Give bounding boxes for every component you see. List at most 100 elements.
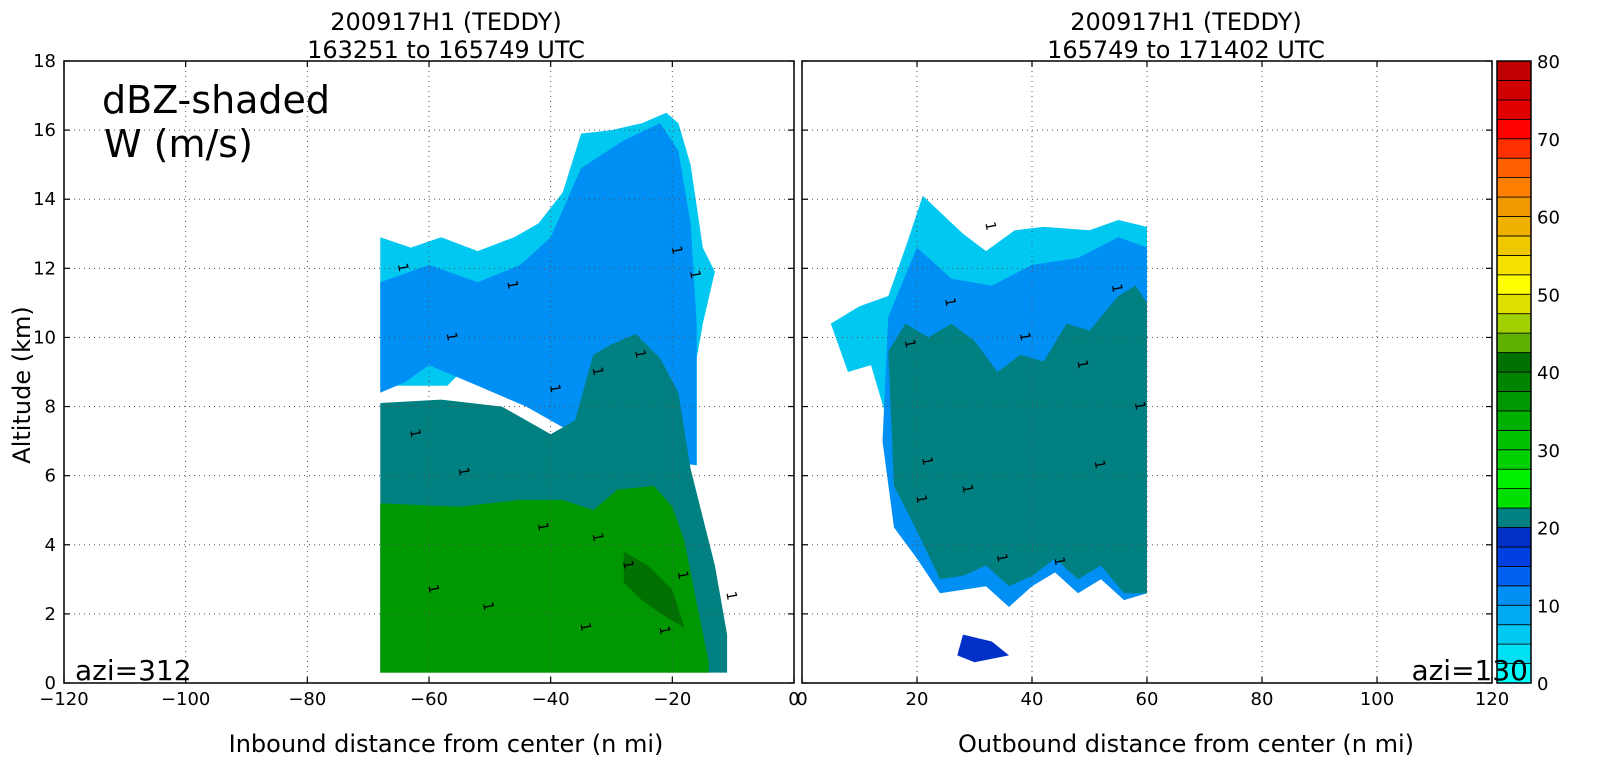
- x-tick-label: 60: [1136, 689, 1159, 710]
- right-azimuth-label: azi=130: [1411, 654, 1528, 687]
- y-tick-label: 0: [45, 673, 56, 694]
- x-tick-label: 20: [906, 689, 929, 710]
- colorbar-frame: [1496, 60, 1532, 684]
- y-tick-label: 10: [33, 327, 56, 348]
- w-contour-label: 1: [424, 583, 441, 595]
- right-panel-title-line2: 165749 to 171402 UTC: [1047, 36, 1325, 64]
- colorbar-bin: [1496, 60, 1532, 81]
- w-contour-label: 1: [406, 428, 423, 440]
- colorbar-bin: [1496, 604, 1532, 626]
- w-contour-label: 1: [631, 348, 648, 360]
- colorbar-tick-label: 0: [1537, 674, 1548, 695]
- colorbar-bin: [1496, 507, 1532, 528]
- x-tick-label: 40: [1021, 689, 1044, 710]
- y-tick-label: 6: [45, 466, 56, 487]
- w-contour-label: 1: [655, 625, 672, 637]
- x-tick-label: 80: [1251, 689, 1274, 710]
- colorbar-tick-label: 10: [1537, 596, 1560, 617]
- left-azimuth-label: azi=312: [75, 654, 192, 687]
- dbz-shaded-annotation: dBZ-shaded: [102, 78, 330, 122]
- x-tick-label: 0: [788, 689, 799, 710]
- w-contour-label: 1: [901, 338, 918, 350]
- colorbar-bin: [1496, 235, 1532, 256]
- w-contour-label: 1: [958, 483, 975, 495]
- x-tick-label: −60: [410, 689, 448, 710]
- dbz-layer-5: [623, 551, 685, 628]
- colorbar-bin: [1496, 410, 1532, 431]
- colorbar-bin: [1496, 565, 1532, 587]
- x-tick-label: 120: [1475, 689, 1509, 710]
- w-contour-label: 1: [619, 559, 636, 571]
- colorbar-tick-label: 60: [1537, 208, 1560, 229]
- y-axis-label: Altitude (km): [8, 306, 36, 463]
- w-contour-label: 1: [589, 366, 606, 378]
- left-panel-title-line2: 163251 to 165749 UTC: [307, 36, 585, 64]
- w-contour-label: 1: [455, 466, 472, 478]
- w-contour-label: 1: [686, 269, 703, 281]
- colorbar-bin: [1496, 546, 1532, 567]
- colorbar-bin: [1496, 177, 1532, 198]
- colorbar-bin: [1496, 527, 1532, 548]
- y-tick-label: 16: [33, 120, 56, 141]
- dbz-layer-4: [380, 486, 709, 673]
- colorbar-bin: [1496, 488, 1532, 509]
- w-contour-label: 1: [1050, 556, 1067, 568]
- colorbar-bin: [1496, 157, 1532, 179]
- colorbar-tick-label: 20: [1537, 519, 1560, 540]
- colorbar-bin: [1496, 99, 1532, 120]
- x-tick-label: 0: [796, 689, 807, 710]
- w-contour-label: 1: [1131, 400, 1148, 412]
- x-tick-label: −20: [653, 689, 691, 710]
- y-tick-label: 18: [33, 51, 56, 72]
- colorbar-bin: [1496, 80, 1532, 101]
- w-contour-label: 1: [918, 455, 935, 467]
- right-x-axis-label: Outbound distance from center (n mi): [958, 730, 1414, 758]
- w-contour-label: 1: [534, 521, 551, 533]
- left-panel-plot: −120 −100 −80 −60 −40 −20 00246810121416181111…: [33, 51, 800, 710]
- y-tick-label: 2: [45, 604, 56, 625]
- w-contour-label: 1: [993, 552, 1010, 564]
- w-contour-label: 1: [479, 601, 496, 613]
- w-contour-label: 1: [546, 383, 563, 395]
- x-tick-label: −80: [288, 689, 326, 710]
- colorbar-tick-label: 50: [1537, 285, 1560, 306]
- y-tick-label: 4: [45, 535, 56, 556]
- colorbar-bin: [1496, 293, 1532, 315]
- colorbar-bin: [1496, 196, 1532, 217]
- colorbar-bin: [1496, 254, 1532, 276]
- w-contour-label: 1: [1091, 459, 1108, 471]
- w-contour-label: 1: [912, 493, 929, 505]
- w-contour-label: 1: [589, 531, 606, 543]
- colorbar-bin: [1496, 352, 1532, 373]
- colorbar-bin: [1496, 313, 1532, 334]
- x-tick-label: 100: [1360, 689, 1394, 710]
- colorbar-bin: [1496, 391, 1532, 412]
- w-contour-label: 1: [503, 279, 520, 291]
- colorbar-bin: [1496, 274, 1532, 295]
- colorbar-bin: [1496, 585, 1532, 606]
- w-contour-label: 1: [576, 621, 593, 633]
- w-contour-label: 1: [668, 245, 685, 257]
- w-contour-label: 1: [941, 296, 958, 308]
- left-x-axis-label: Inbound distance from center (n mi): [229, 730, 664, 758]
- colorbar-bin: [1496, 371, 1532, 392]
- colorbar-tick-label: 40: [1537, 363, 1560, 384]
- w-contour-label: 1: [443, 331, 460, 343]
- dbz-layer-4: [957, 634, 1009, 663]
- colorbar-bin: [1496, 216, 1532, 237]
- dbz-colorbar: 0 10 20 30 40 50 60 70 80: [1496, 52, 1560, 695]
- colorbar-bin: [1496, 138, 1532, 159]
- y-tick-label: 12: [33, 258, 56, 279]
- colorbar-tick-label: 30: [1537, 441, 1560, 462]
- w-contour-label: 1: [674, 569, 691, 581]
- w-ms-annotation: W (m/s): [104, 122, 253, 166]
- y-tick-label: 8: [45, 397, 56, 418]
- y-tick-label: 14: [33, 189, 56, 210]
- left-panel-title-line1: 200917H1 (TEDDY): [330, 8, 561, 36]
- w-contour-label: 1: [981, 220, 998, 232]
- colorbar-bin: [1496, 118, 1532, 140]
- w-contour-label: 1: [1073, 359, 1090, 371]
- colorbar-bin: [1496, 624, 1532, 645]
- dbz-layer-3: [888, 285, 1147, 594]
